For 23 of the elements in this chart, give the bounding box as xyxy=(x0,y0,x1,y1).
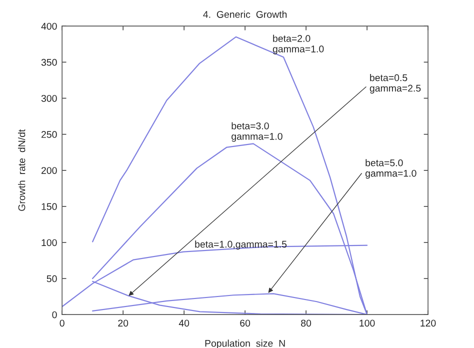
y-tick-label: 250 xyxy=(42,131,57,138)
y-axis-title: Growth rate dN/dt xyxy=(18,129,26,211)
annotation: beta=2.0 gamma=1.0 xyxy=(272,34,324,54)
x-tick-label: 120 xyxy=(420,320,436,327)
x-tick-label: 60 xyxy=(240,320,250,327)
x-tick-label: 100 xyxy=(360,320,375,327)
y-tick-label: 100 xyxy=(42,239,57,246)
y-tick-label: 50 xyxy=(46,275,57,282)
annotation: beta=1.0,gamma=1.5 xyxy=(195,240,287,250)
y-tick-label: 200 xyxy=(42,167,57,174)
y-tick-label: 350 xyxy=(41,58,57,66)
y-tick-label: 300 xyxy=(41,94,57,102)
annotation: beta=5.0 gamma=1.0 xyxy=(365,159,416,179)
x-tick-label: 0 xyxy=(60,320,64,327)
y-tick-label: 400 xyxy=(41,22,57,30)
y-tick-label: 150 xyxy=(42,203,57,210)
x-tick-label: 80 xyxy=(301,320,312,327)
x-tick-label: 20 xyxy=(118,320,128,327)
y-tick-label: 0 xyxy=(52,311,57,318)
annotation: beta=3.0 gamma=1.0 xyxy=(232,122,282,142)
annotation: beta=0.5 gamma=2.5 xyxy=(370,74,421,94)
chart-title: 4. Generic Growth xyxy=(203,10,287,18)
x-tick-label: 40 xyxy=(178,320,190,327)
